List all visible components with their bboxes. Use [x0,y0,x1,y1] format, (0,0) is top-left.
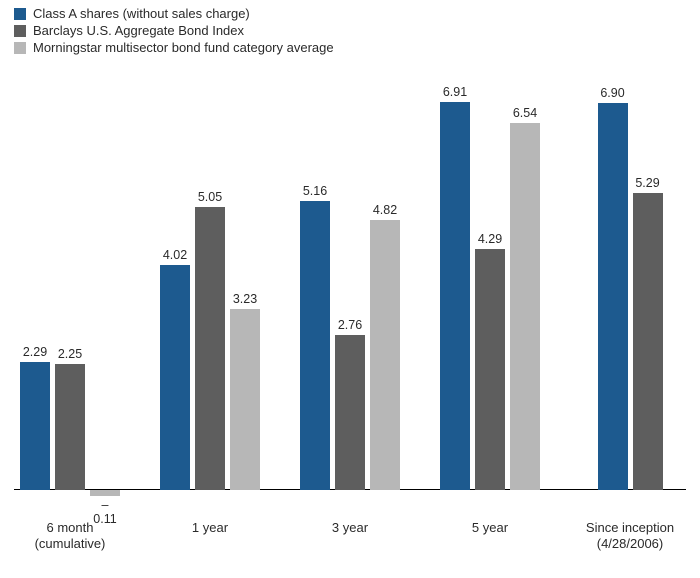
bar-value-label: 3.23 [230,292,260,309]
legend: Class A shares (without sales charge) Bar… [14,6,334,57]
bar-series-1: 2.76 [335,335,365,490]
legend-label: Barclays U.S. Aggregate Bond Index [33,23,244,38]
x-axis-label-line2: (4/28/2006) [565,536,695,552]
x-axis-label: 1 year [145,520,275,536]
bar-series-2: 6.54 [510,123,540,490]
bar-series-2: –0.11 [90,490,120,496]
bar-series-1: 5.29 [633,193,663,490]
bar-series-1: 2.25 [55,364,85,490]
legend-item: Barclays U.S. Aggregate Bond Index [14,23,334,38]
bar-series-0: 6.91 [440,102,470,490]
bar-value-label: 4.82 [370,203,400,220]
chart-plot-area: 2.292.25–0.114.025.053.235.162.764.826.9… [14,75,686,490]
x-axis-label-line1: 3 year [285,520,415,536]
x-axis-label: 5 year [425,520,555,536]
bar-value-label: 4.29 [475,232,505,249]
legend-item: Class A shares (without sales charge) [14,6,334,21]
legend-swatch [14,8,26,20]
x-axis-label: Since inception(4/28/2006) [565,520,695,553]
bar-value-label: 4.02 [160,248,190,265]
bar-value-label: 5.29 [633,176,663,193]
x-axis-label-line2: (cumulative) [5,536,135,552]
bar-value-label: 6.90 [598,86,628,103]
bar-series-1: 5.05 [195,207,225,490]
legend-label: Class A shares (without sales charge) [33,6,250,21]
bar-value-label: 2.25 [55,347,85,364]
bar-value-label: 6.91 [440,85,470,102]
bar-series-0: 6.90 [598,103,628,490]
legend-swatch [14,25,26,37]
x-axis-label-line1: 6 month [5,520,135,536]
bar-series-2: 3.23 [230,309,260,490]
bar-series-0: 4.02 [160,265,190,490]
legend-label: Morningstar multisector bond fund catego… [33,40,334,55]
x-axis-label: 6 month(cumulative) [5,520,135,553]
bar-series-0: 2.29 [20,362,50,490]
x-axis-label: 3 year [285,520,415,536]
bar-value-label: 2.29 [20,345,50,362]
x-axis-label-line1: Since inception [565,520,695,536]
bar-value-label: 5.16 [300,184,330,201]
bar-value-label: 2.76 [335,318,365,335]
x-axis-label-line1: 1 year [145,520,275,536]
legend-swatch [14,42,26,54]
bar-value-label: 6.54 [510,106,540,123]
x-axis-labels: 6 month(cumulative)1 year3 year5 yearSin… [14,520,686,570]
x-axis-label-line1: 5 year [425,520,555,536]
bar-series-0: 5.16 [300,201,330,490]
legend-item: Morningstar multisector bond fund catego… [14,40,334,55]
bar-series-2: 4.82 [370,220,400,490]
bar-series-1: 4.29 [475,249,505,490]
bar-value-label: 5.05 [195,190,225,207]
